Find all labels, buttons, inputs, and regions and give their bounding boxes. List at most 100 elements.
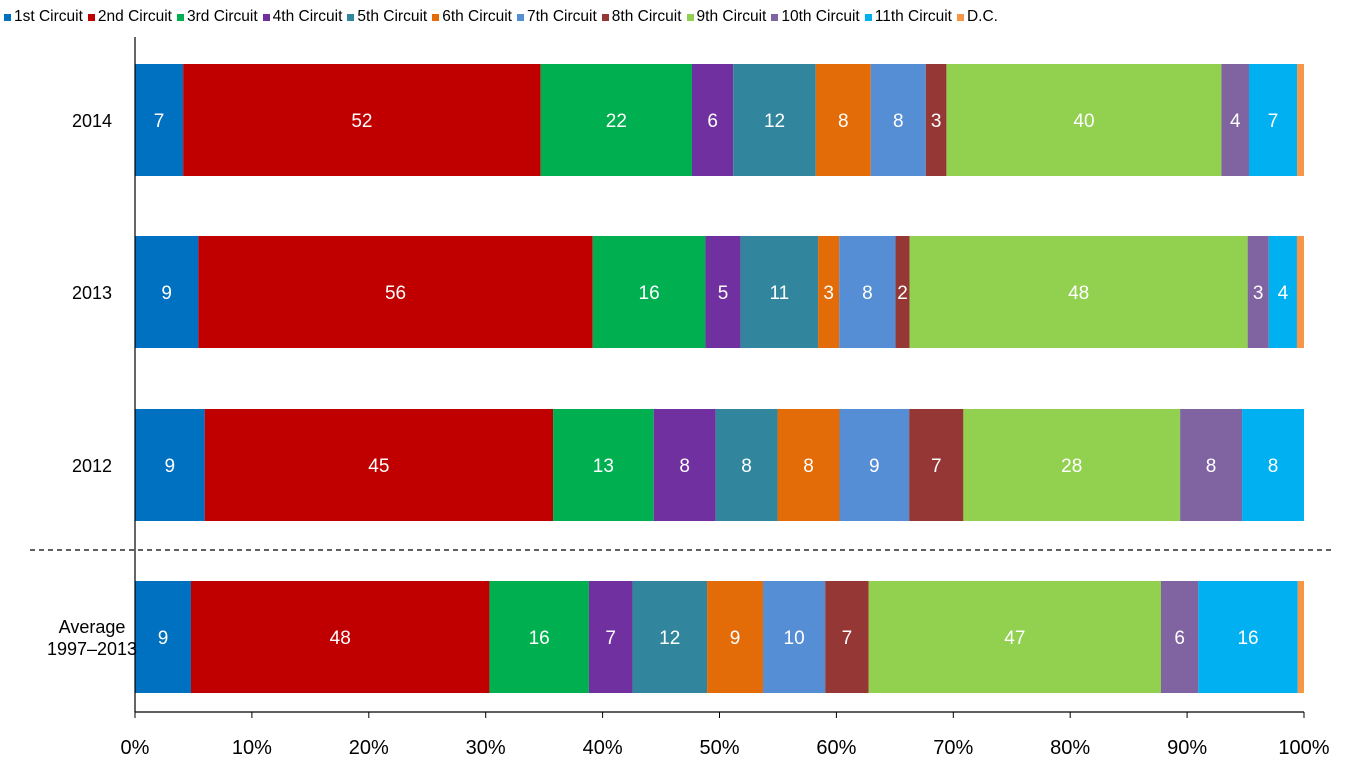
legend-swatch bbox=[686, 13, 694, 21]
bar-segment bbox=[135, 64, 184, 176]
legend-item: 8th Circuit bbox=[601, 8, 682, 26]
bar-segment bbox=[825, 581, 869, 693]
data-label: 8 bbox=[741, 456, 752, 477]
legend-swatch bbox=[601, 13, 609, 21]
x-tick-label: 100% bbox=[1278, 737, 1329, 759]
x-tick-label: 80% bbox=[1050, 737, 1090, 759]
bar-segment bbox=[925, 64, 947, 176]
category-label: 2014 bbox=[72, 111, 112, 131]
bar-segment bbox=[691, 64, 734, 176]
bar-segment bbox=[1242, 409, 1304, 521]
bar-segment bbox=[1180, 409, 1243, 521]
data-label: 9 bbox=[158, 628, 169, 649]
bar-segment bbox=[1297, 64, 1304, 176]
data-label: 7 bbox=[1268, 111, 1279, 132]
data-label: 40 bbox=[1073, 111, 1094, 132]
data-label: 3 bbox=[823, 283, 834, 304]
bar-segment bbox=[653, 409, 716, 521]
legend-swatch bbox=[4, 13, 11, 21]
bar-segment bbox=[839, 236, 896, 348]
legend-label: 6th Circuit bbox=[442, 8, 512, 25]
data-label: 4 bbox=[1230, 111, 1241, 132]
bar-segment bbox=[909, 236, 1248, 348]
data-label: 52 bbox=[351, 111, 372, 132]
data-label: 9 bbox=[161, 283, 172, 304]
category-label: 1997–2013 bbox=[47, 639, 137, 659]
bar-segment bbox=[592, 236, 706, 348]
x-tick-label: 40% bbox=[583, 737, 623, 759]
data-label: 8 bbox=[1206, 456, 1217, 477]
bar-segment bbox=[1198, 581, 1298, 693]
legend-swatch bbox=[347, 13, 355, 21]
legend-swatch bbox=[177, 13, 184, 21]
data-label: 8 bbox=[803, 456, 814, 477]
bar-segment bbox=[870, 64, 926, 176]
legend-swatch bbox=[262, 13, 270, 21]
data-label: 9 bbox=[869, 456, 880, 477]
bar-segment bbox=[740, 236, 819, 348]
bar-segment bbox=[777, 409, 840, 521]
data-label: 8 bbox=[1268, 456, 1279, 477]
data-label: 48 bbox=[330, 628, 351, 649]
data-label: 8 bbox=[862, 283, 873, 304]
x-tick-label: 70% bbox=[933, 737, 973, 759]
bar-segment bbox=[198, 236, 593, 348]
bar-segment bbox=[135, 409, 205, 521]
bar-segment bbox=[632, 581, 708, 693]
data-label: 4 bbox=[1278, 283, 1289, 304]
data-label: 16 bbox=[529, 628, 550, 649]
bar-segment bbox=[715, 409, 778, 521]
data-label: 12 bbox=[659, 628, 680, 649]
legend-label: 3rd Circuit bbox=[187, 8, 258, 25]
data-label: 11 bbox=[769, 283, 789, 304]
data-label: 16 bbox=[639, 283, 660, 304]
legend-label: 7th Circuit bbox=[526, 8, 597, 25]
legend-item: 7th Circuit bbox=[516, 8, 597, 26]
category-label: Average bbox=[59, 617, 126, 637]
category-label: 2012 bbox=[72, 456, 112, 476]
bar-segment bbox=[963, 409, 1181, 521]
data-label: 16 bbox=[1237, 628, 1258, 649]
legend-item: 9th Circuit bbox=[686, 8, 767, 26]
legend-item: 6th Circuit bbox=[432, 8, 512, 26]
bar-segment bbox=[553, 409, 654, 521]
bar-segment bbox=[763, 581, 826, 693]
legend-label: 1st Circuit bbox=[14, 8, 83, 25]
x-tick-label: 0% bbox=[121, 737, 150, 759]
data-label: 28 bbox=[1061, 456, 1082, 477]
bar-segment bbox=[707, 581, 764, 693]
legend-item: 2nd Circuit bbox=[87, 8, 172, 26]
bar-segment bbox=[190, 581, 490, 693]
legend-swatch bbox=[771, 13, 779, 21]
bar-segment bbox=[1297, 581, 1304, 693]
data-label: 8 bbox=[838, 111, 849, 132]
bar-segment bbox=[204, 409, 554, 521]
data-label: 8 bbox=[893, 111, 904, 132]
data-label: 7 bbox=[605, 628, 616, 649]
legend-label: 10th Circuit bbox=[781, 8, 860, 25]
data-label: 45 bbox=[368, 456, 389, 477]
data-label: 6 bbox=[707, 111, 718, 132]
legend-item: 4th Circuit bbox=[262, 8, 342, 26]
legend-item: D.C. bbox=[956, 8, 998, 26]
x-tick-label: 50% bbox=[699, 737, 739, 759]
legend-item: 3rd Circuit bbox=[177, 8, 258, 26]
x-tick-label: 30% bbox=[466, 737, 506, 759]
data-label: 9 bbox=[165, 456, 176, 477]
legend-item: 10th Circuit bbox=[771, 8, 860, 26]
data-label: 48 bbox=[1068, 283, 1089, 304]
legend-label: 5th Circuit bbox=[357, 8, 428, 25]
legend-item: 11th Circuit bbox=[864, 8, 952, 26]
data-label: 12 bbox=[764, 111, 785, 132]
data-label: 47 bbox=[1004, 628, 1025, 649]
x-tick-label: 60% bbox=[816, 737, 856, 759]
bar-segment bbox=[1248, 64, 1298, 176]
legend-swatch bbox=[432, 13, 440, 21]
bar-segment bbox=[818, 236, 840, 348]
bar-segment bbox=[1296, 236, 1304, 348]
legend-swatch bbox=[516, 13, 524, 21]
legend-label: 9th Circuit bbox=[696, 8, 767, 25]
bar-segment bbox=[540, 64, 692, 176]
x-tick-label: 90% bbox=[1167, 737, 1207, 759]
legend-label: 8th Circuit bbox=[611, 8, 682, 25]
